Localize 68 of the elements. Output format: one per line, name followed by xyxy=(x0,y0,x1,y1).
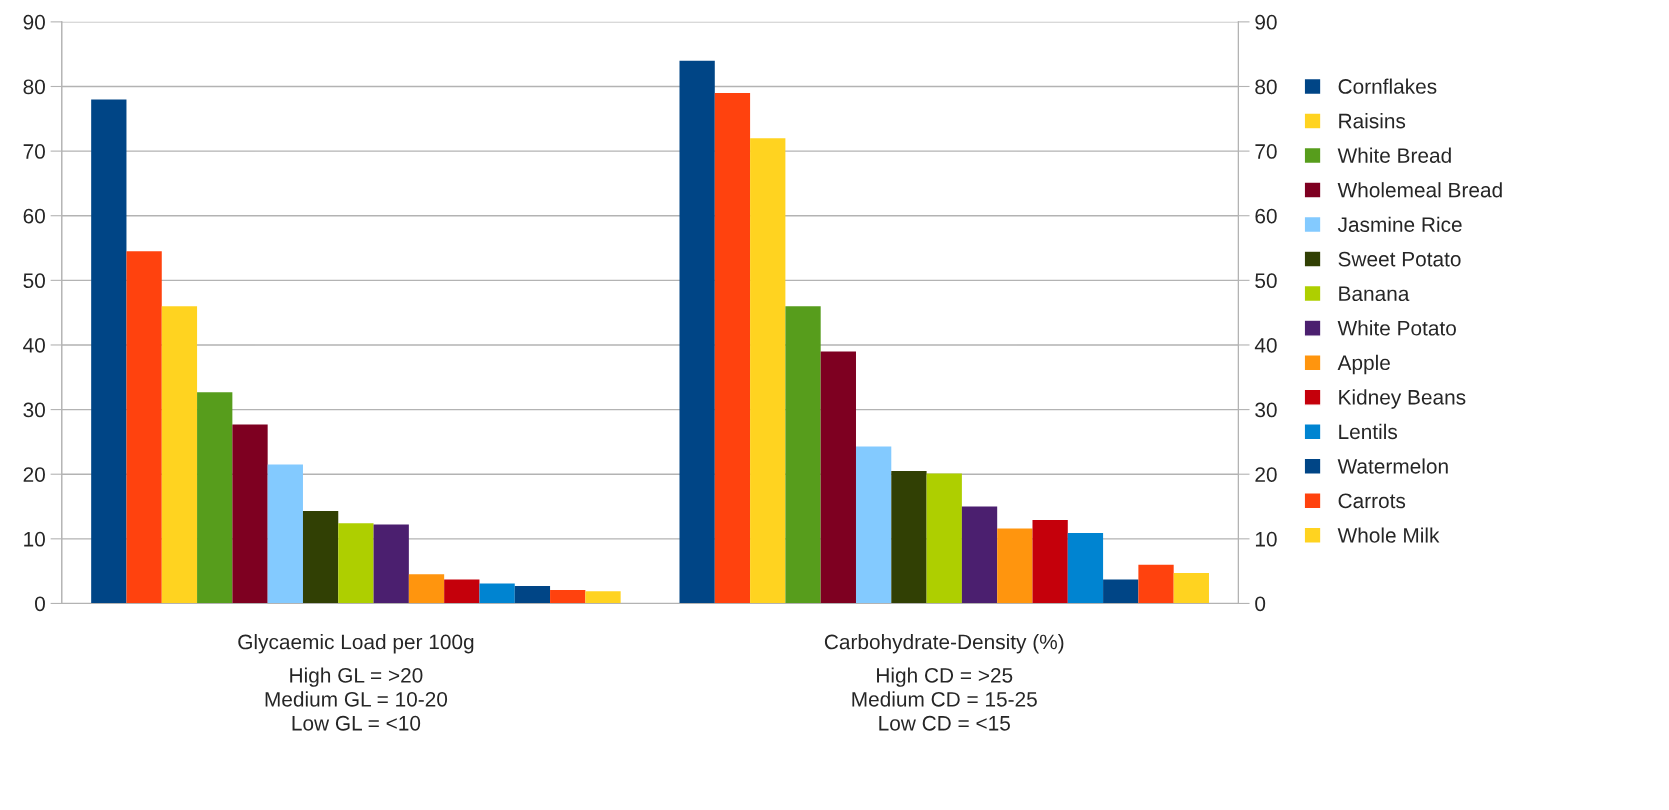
x-tick-label: Glycaemic Load per 100g xyxy=(238,634,474,654)
bar xyxy=(267,464,303,604)
bar xyxy=(855,446,892,604)
bar xyxy=(714,92,751,604)
y-tick-label: 80 xyxy=(23,79,45,95)
bar xyxy=(1138,564,1174,604)
bar xyxy=(302,511,339,604)
bar xyxy=(961,506,998,604)
bar xyxy=(91,99,127,604)
y2-tick-label: 70 xyxy=(1255,144,1277,159)
bar xyxy=(997,528,1033,604)
legend-label: Banana xyxy=(1339,286,1410,302)
legend-label: White Bread xyxy=(1337,147,1451,163)
bar xyxy=(338,523,374,604)
bar xyxy=(514,586,551,604)
legend-label: Jasmine Rice xyxy=(1337,216,1462,232)
y2-tick-label: 60 xyxy=(1255,208,1277,224)
y-tick-label: 70 xyxy=(23,144,45,159)
y-tick-label: 50 xyxy=(23,273,45,289)
legend-label: Lentils xyxy=(1339,423,1398,440)
legend-label: Watermelon xyxy=(1337,458,1448,474)
bar xyxy=(444,579,480,604)
legend-label: Carrots xyxy=(1338,493,1406,509)
y-tick-label: 60 xyxy=(23,208,45,224)
y-tick-label: 10 xyxy=(24,531,45,547)
legend-label: Kidney Beans xyxy=(1339,389,1466,409)
bar xyxy=(891,470,927,604)
y2-tick-label: 90 xyxy=(1255,14,1277,30)
y2-tick-label: 50 xyxy=(1255,273,1277,289)
bar xyxy=(679,60,715,604)
bar xyxy=(161,306,198,604)
bar xyxy=(550,589,586,604)
bar xyxy=(1067,533,1104,604)
y2-tick-label: 10 xyxy=(1255,531,1277,547)
bar xyxy=(585,591,621,604)
bar xyxy=(820,351,856,604)
legend-label: Whole Milk xyxy=(1337,527,1440,543)
y-tick-label: 30 xyxy=(23,402,45,418)
y-tick-label: 40 xyxy=(23,337,45,353)
bar xyxy=(1032,520,1068,604)
bar xyxy=(750,138,786,604)
legend-label: Sweet Potato xyxy=(1338,251,1461,267)
x-tick-label: Carbohydrate-Density (%) xyxy=(824,634,1064,654)
legend-label: Cornflakes xyxy=(1338,78,1437,94)
y-tick-label: 0 xyxy=(35,596,45,612)
y2-tick-label: 30 xyxy=(1255,402,1277,418)
y2-tick-label: 40 xyxy=(1254,337,1277,353)
legend-label: Apple xyxy=(1337,354,1390,375)
text: High CD = >25 Medium CD = 15-25 Low CD = <15 xyxy=(852,667,1037,731)
bar xyxy=(926,473,962,604)
legend-label: Raisins xyxy=(1339,113,1406,129)
bar xyxy=(232,424,268,604)
y2-tick-label: 0 xyxy=(1255,596,1266,612)
bar xyxy=(373,524,409,604)
legend-label: Wholemeal Bread xyxy=(1337,182,1502,198)
bar xyxy=(1103,579,1139,604)
legend-label: White Potato xyxy=(1337,320,1456,336)
bar xyxy=(479,583,515,604)
y2-tick-label: 20 xyxy=(1255,467,1277,482)
y-tick-label: 20 xyxy=(23,467,45,482)
bar xyxy=(408,574,445,604)
bar xyxy=(1173,573,1209,604)
bar xyxy=(126,251,162,604)
text: High GL = >20 Medium GL = 10-20 Low GL = <10 xyxy=(265,667,448,731)
y2-tick-label: 80 xyxy=(1255,79,1277,95)
bar xyxy=(197,392,233,604)
bar xyxy=(785,306,821,604)
y-tick-label: 90 xyxy=(23,14,45,30)
